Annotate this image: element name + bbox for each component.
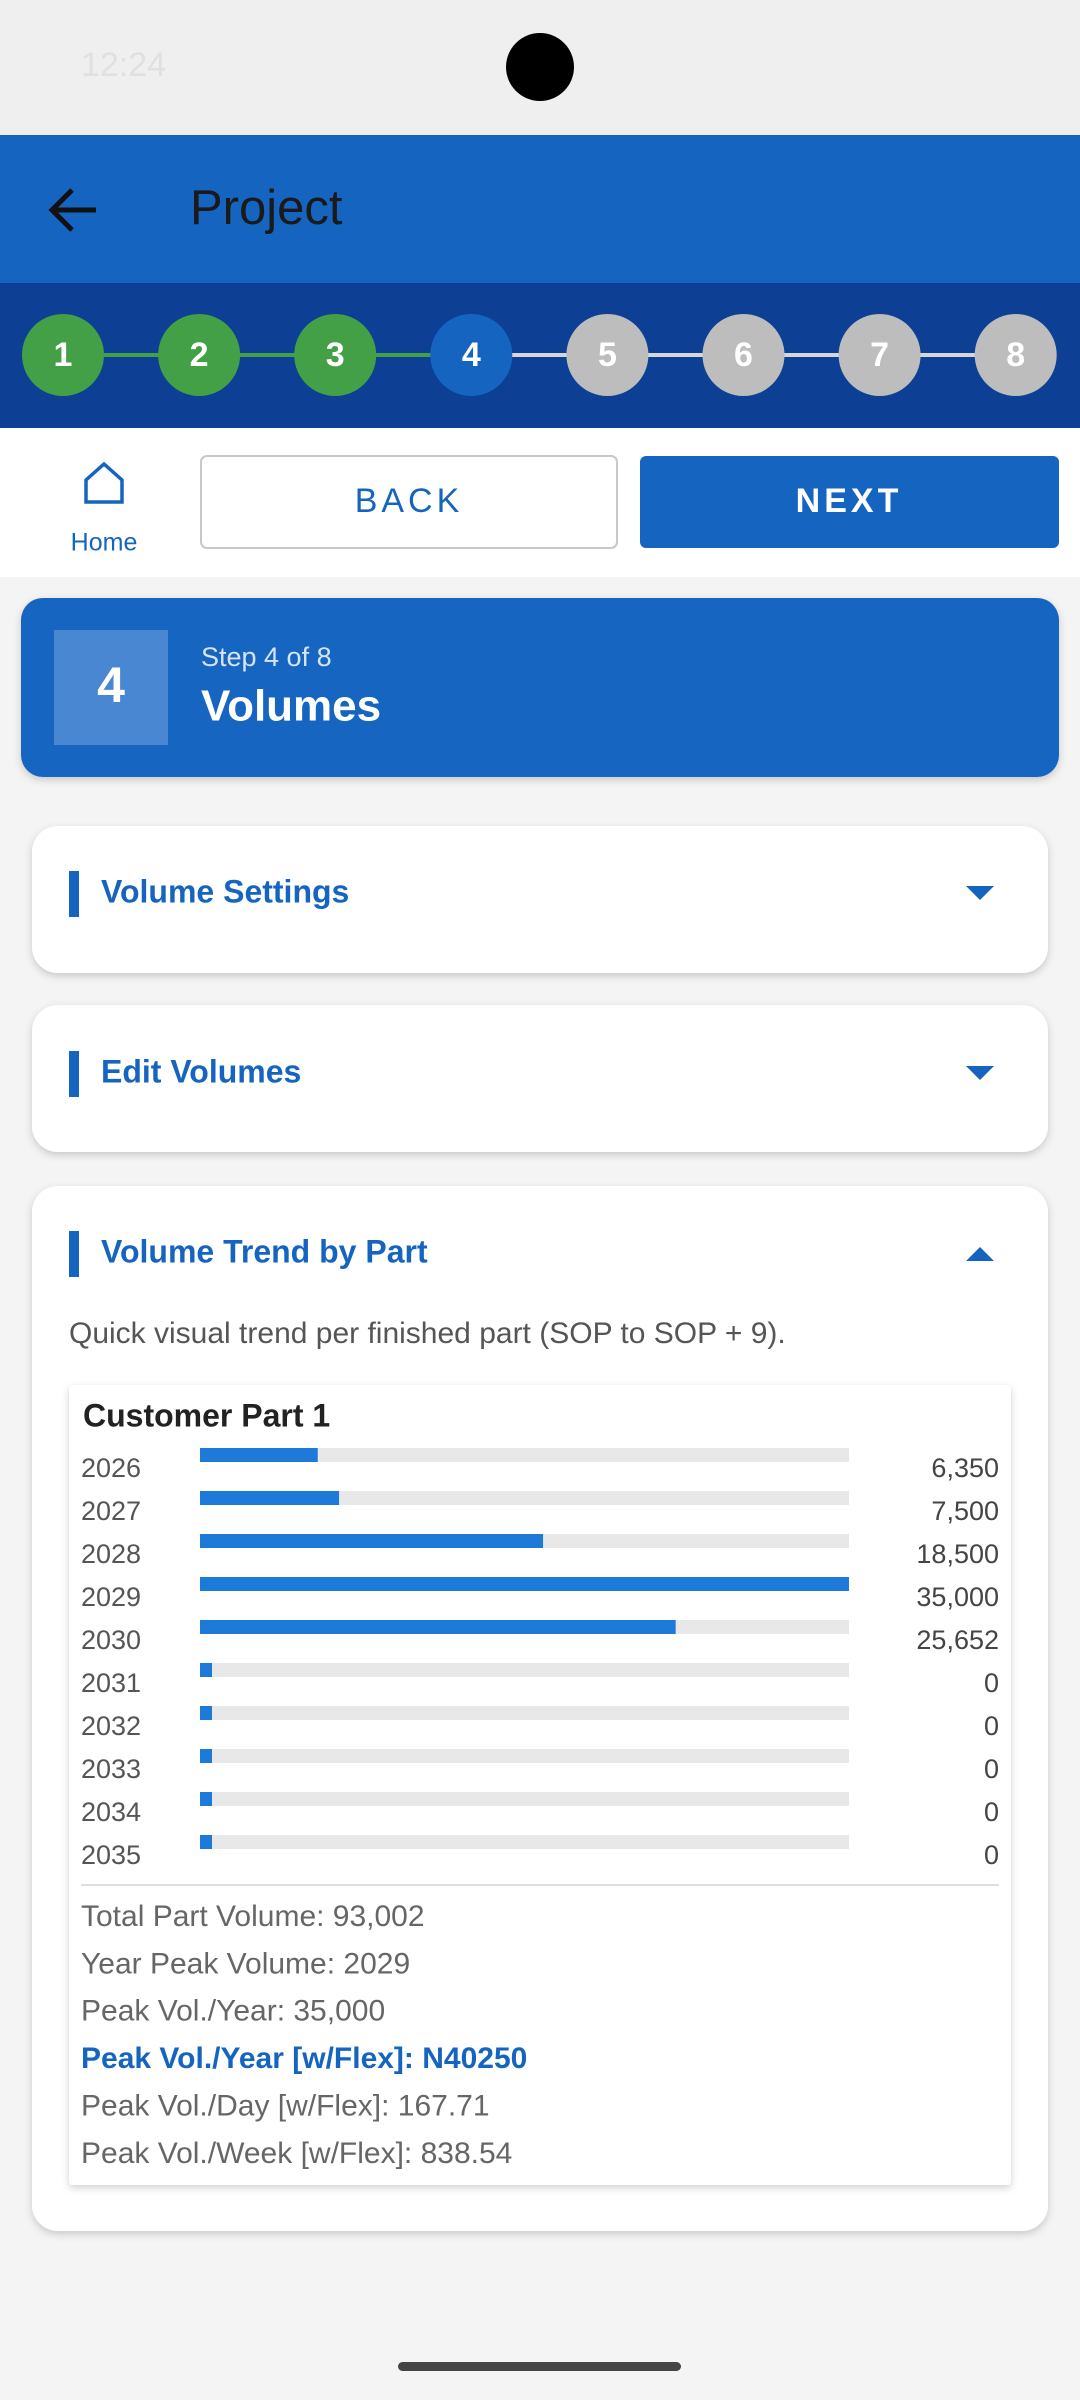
expand-icon[interactable] <box>966 1066 994 1080</box>
bar <box>200 1577 849 1591</box>
stats: Total Part Volume: 93,002 Year Peak Volum… <box>81 1900 527 2170</box>
bar <box>200 1663 212 1677</box>
bar-track <box>200 1749 849 1763</box>
section-title[interactable]: Edit Volumes <box>101 1053 301 1089</box>
step-title: Volumes <box>201 682 381 731</box>
step-card <box>21 598 1059 777</box>
value-label: 18,500 <box>916 1539 999 1569</box>
expand-icon[interactable] <box>966 886 994 900</box>
app-title: Project <box>190 181 343 235</box>
step-label: 8 <box>1006 336 1025 374</box>
section-card[interactable] <box>32 1005 1048 1152</box>
bar-track <box>200 1491 849 1505</box>
step-badge <box>54 630 168 745</box>
next-button[interactable] <box>640 456 1059 548</box>
value-label: 0 <box>984 1754 999 1784</box>
step-label: 5 <box>598 336 617 374</box>
year-label: 2033 <box>81 1754 141 1784</box>
year-label: 2026 <box>81 1453 141 1483</box>
stepper: 1 2 3 4 5 6 7 8 <box>22 314 1057 396</box>
step-circle[interactable] <box>294 314 377 396</box>
collapse-icon[interactable] <box>966 1247 994 1261</box>
value-label: 0 <box>984 1797 999 1827</box>
status-time: 12:24 <box>81 46 166 84</box>
value-label: 7,500 <box>931 1496 999 1526</box>
camera <box>506 33 574 101</box>
bar-track <box>200 1792 849 1806</box>
bar-track <box>200 1706 849 1720</box>
step-label: 3 <box>326 336 345 374</box>
step-label: 4 <box>462 336 481 374</box>
stat-line: Peak Vol./Year [w/Flex]: N40250 <box>81 2042 527 2075</box>
section-accent <box>69 871 79 917</box>
step-label: 7 <box>870 336 889 374</box>
stat-line: Peak Vol./Day [w/Flex]: 167.71 <box>81 2090 490 2123</box>
bar <box>200 1835 212 1849</box>
step-circle[interactable] <box>702 314 785 396</box>
year-label: 2031 <box>81 1668 141 1698</box>
stat-line: Total Part Volume: 93,002 <box>81 1900 425 1933</box>
step-subtitle: Step 4 of 8 <box>201 642 332 672</box>
step-circle[interactable] <box>158 314 241 396</box>
trend-rows: 2026 6,350 2027 7,500 2028 18,500 2029 35,000 20… <box>81 1448 999 1870</box>
stat-line: Peak Vol./Week [w/Flex]: 838.54 <box>81 2137 512 2170</box>
bar <box>200 1491 340 1505</box>
step-circle[interactable] <box>974 314 1057 396</box>
step-circle[interactable] <box>838 314 921 396</box>
step-label: 1 <box>54 336 73 374</box>
value-label: 35,000 <box>916 1582 999 1612</box>
bar <box>200 1792 212 1806</box>
bar-track <box>200 1835 849 1849</box>
year-label: 2035 <box>81 1840 141 1870</box>
value-label: 0 <box>984 1668 999 1698</box>
next-button-label[interactable]: NEXT <box>796 482 903 520</box>
step-label: 2 <box>190 336 209 374</box>
bar <box>200 1534 544 1548</box>
value-label: 0 <box>984 1840 999 1870</box>
step-circle[interactable] <box>22 314 104 396</box>
trend-subtitle: Quick visual trend per finished part (SO… <box>69 1317 786 1350</box>
app-bar <box>0 135 1080 283</box>
home-icon[interactable] <box>84 461 124 504</box>
back-button-label[interactable]: BACK <box>355 482 464 520</box>
step-number: 4 <box>97 657 125 713</box>
value-label: 25,652 <box>916 1625 999 1655</box>
year-label: 2027 <box>81 1496 141 1526</box>
year-label: 2032 <box>81 1711 141 1741</box>
year-label: 2030 <box>81 1625 141 1655</box>
year-label: 2028 <box>81 1539 141 1569</box>
back-button[interactable] <box>200 455 618 549</box>
bar <box>200 1749 212 1763</box>
bar <box>200 1620 676 1634</box>
step-label: 6 <box>734 336 753 374</box>
year-label: 2034 <box>81 1797 141 1827</box>
section-accent <box>69 1051 79 1097</box>
section-title[interactable]: Volume Settings <box>101 873 349 909</box>
step-circle[interactable] <box>430 314 513 396</box>
section-title[interactable]: Volume Trend by Part <box>101 1233 428 1269</box>
bar <box>200 1448 318 1462</box>
year-label: 2029 <box>81 1582 141 1612</box>
section-card[interactable] <box>32 826 1048 973</box>
home-label[interactable]: Home <box>71 529 138 557</box>
value-label: 6,350 <box>931 1453 999 1483</box>
home-indicator <box>398 2362 681 2371</box>
back-arrow[interactable] <box>48 188 96 232</box>
value-label: 0 <box>984 1711 999 1741</box>
stat-line: Year Peak Volume: 2029 <box>81 1947 410 1980</box>
section-accent <box>69 1231 79 1277</box>
bar-track <box>200 1448 849 1462</box>
stat-line: Peak Vol./Year: 35,000 <box>81 1995 385 2028</box>
part-name: Customer Part 1 <box>83 1397 330 1433</box>
step-circle[interactable] <box>566 314 649 396</box>
bar-track <box>200 1663 849 1677</box>
bar <box>200 1706 212 1720</box>
